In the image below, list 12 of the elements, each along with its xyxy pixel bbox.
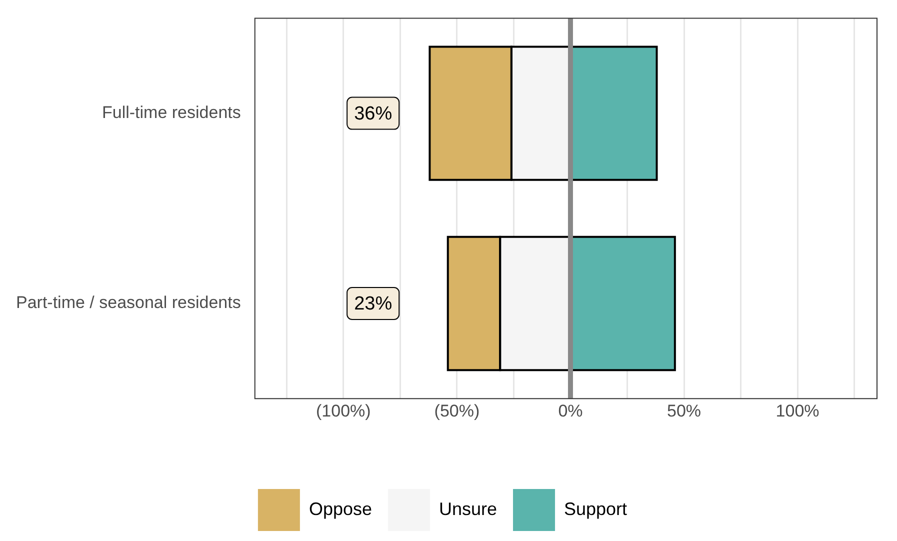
annotation: 23% [354,294,392,315]
legend-label: Unsure [438,498,498,519]
y-tick-label: Full-time residents [102,102,241,122]
legend-label: Support [564,498,628,519]
annotation: 36% [354,104,392,125]
y-tick-label: Part-time / seasonal residents [16,293,241,312]
x-tick-label: (50%) [434,401,480,420]
x-tick-label: 50% [666,401,702,420]
x-tick-label: 0% [558,401,583,420]
legend-label: Oppose [308,498,372,519]
x-tick-label: 100% [776,401,820,420]
x-tick-label: (100%) [316,401,371,420]
